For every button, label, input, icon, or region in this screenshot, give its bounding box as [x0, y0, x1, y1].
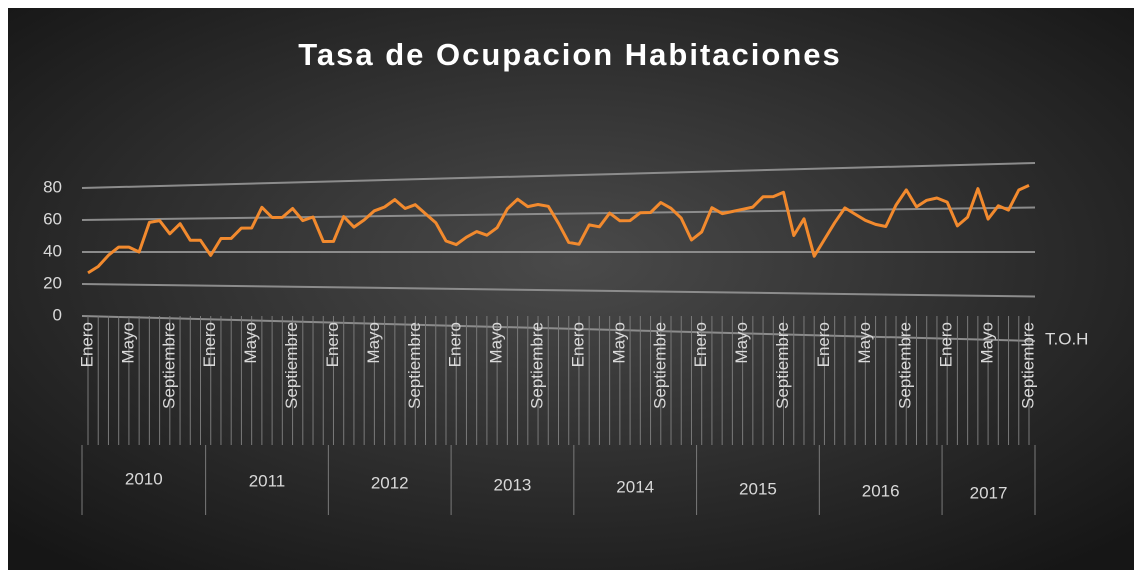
x-tick-label: Mayo	[118, 322, 137, 364]
group-label: 2013	[494, 475, 532, 494]
x-tick-label: Septiembre	[159, 322, 178, 409]
x-tick-label: Septiembre	[650, 322, 669, 409]
x-tick-label: Mayo	[241, 322, 260, 364]
x-tick-label: Septiembre	[528, 322, 547, 409]
x-tick-label: Mayo	[855, 322, 874, 364]
x-tick-label: Enero	[77, 322, 96, 367]
group-label: 2016	[862, 481, 900, 500]
x-tick-label: Mayo	[609, 322, 628, 364]
x-tick-label: Septiembre	[773, 322, 792, 409]
x-tick-label: Mayo	[978, 322, 997, 364]
x-tick-label: Mayo	[732, 322, 751, 364]
legend-label: T.O.H	[1045, 329, 1088, 348]
y-tick-label: 20	[43, 273, 62, 292]
x-tick-label: Enero	[691, 322, 710, 367]
group-label: 2015	[739, 479, 777, 498]
y-tick-label: 60	[43, 209, 62, 228]
grid-line	[81, 283, 1036, 298]
y-tick-label: 80	[43, 177, 62, 196]
y-tick-label: 40	[43, 241, 62, 260]
x-tick-label: Septiembre	[282, 322, 301, 409]
group-label: 2011	[249, 471, 286, 490]
group-label: 2014	[616, 477, 654, 496]
grid-line	[81, 206, 1036, 221]
group-label: 2017	[970, 483, 1008, 502]
x-tick-label: Mayo	[487, 322, 506, 364]
y-tick-label: 0	[53, 305, 62, 324]
x-tick-label: Enero	[323, 322, 342, 367]
chart-title: Tasa de Ocupacion Habitaciones	[298, 37, 842, 72]
x-tick-label: Septiembre	[405, 322, 424, 409]
x-tick-label: Enero	[568, 322, 587, 367]
grid-line	[81, 162, 1036, 189]
x-tick-label: Septiembre	[896, 322, 915, 409]
x-tick-label: Enero	[200, 322, 219, 367]
x-tick-label: Mayo	[364, 322, 383, 364]
x-tick-label: Enero	[446, 322, 465, 367]
series-line	[87, 184, 1030, 275]
x-tick-label: Enero	[814, 322, 833, 367]
group-label: 2010	[125, 469, 163, 488]
chart-background	[8, 8, 1134, 570]
group-label: 2012	[371, 473, 409, 492]
x-tick-label: Enero	[937, 322, 956, 367]
x-tick-label: Septiembre	[1018, 322, 1037, 409]
